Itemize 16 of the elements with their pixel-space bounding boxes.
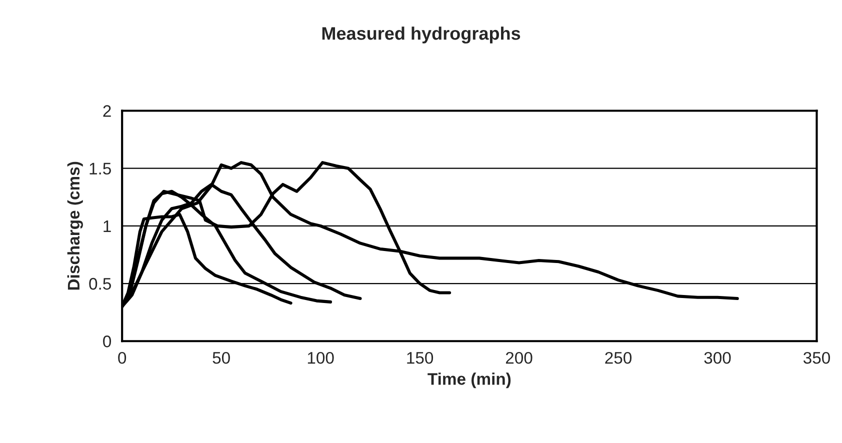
x-tick-label: 200 bbox=[506, 352, 532, 364]
x-axis-title: Time (min) bbox=[428, 372, 511, 388]
y-tick-label: 1 bbox=[104, 220, 111, 232]
x-tick-label: 300 bbox=[704, 352, 731, 364]
x-tick-label: 150 bbox=[407, 352, 434, 364]
x-tick-label: 0 bbox=[118, 352, 126, 364]
x-tick-label: 50 bbox=[212, 352, 230, 364]
x-tick-label: 100 bbox=[308, 352, 334, 364]
y-tick-label: 0 bbox=[103, 336, 112, 348]
x-tick-label: 250 bbox=[605, 352, 632, 364]
y-tick-label: 0.5 bbox=[89, 278, 111, 290]
chart-title: Measured hydrographs bbox=[322, 26, 520, 44]
y-tick-label: 2 bbox=[103, 105, 111, 117]
y-axis-title: Discharge (cms) bbox=[67, 162, 83, 290]
x-tick-label: 350 bbox=[803, 352, 830, 364]
y-tick-label: 1.5 bbox=[90, 162, 111, 175]
